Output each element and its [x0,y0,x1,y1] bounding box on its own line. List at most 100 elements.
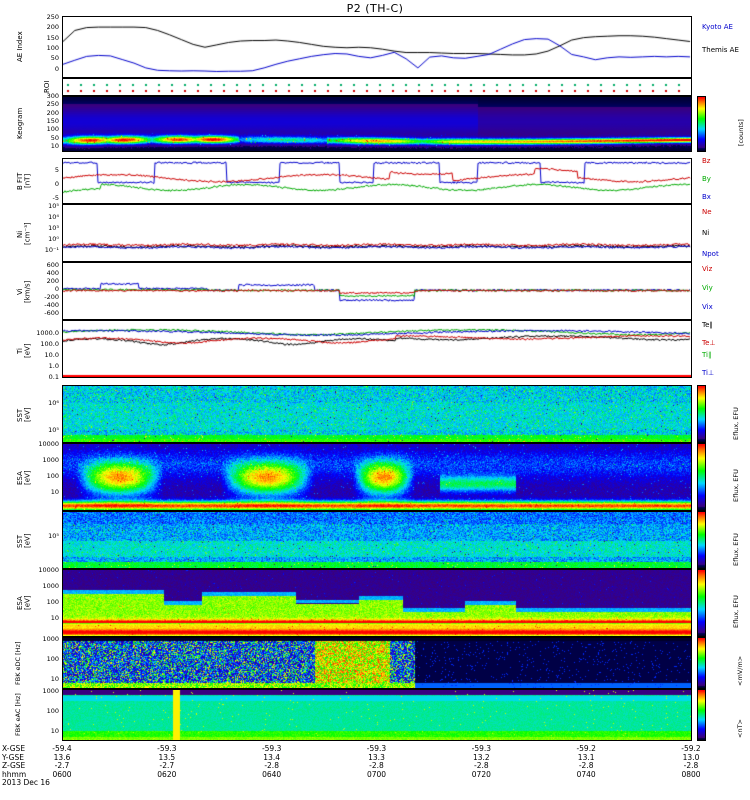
x-tick-x-gse: -59.2 [576,744,596,753]
colorbar-fbk-edc [697,637,706,689]
ytick: 1000 [42,687,59,695]
colorbar-fbk-eac [697,689,706,741]
panel-fbk-eac [62,689,692,741]
legend-ne: Ne [702,208,712,216]
ytick: 0.1 [48,373,59,381]
panel-sst-electron [62,511,692,569]
ytick: 250 [46,100,59,109]
ytick: 10⁵ [48,532,59,540]
panel-keogram [62,96,692,152]
x-tick-z-gse: -2.8 [474,761,489,770]
ytick: 200 [46,23,59,32]
legend-vix: Vix [702,303,713,311]
yticks-esa-electron: 10000 1000 100 10 [28,567,59,637]
ytick: 300 [46,92,59,100]
ytick: -200 [44,293,59,301]
x-tick-y-gse: 13.4 [263,752,280,762]
ytick: 10 [50,614,59,622]
x-tick-x-gse: -59.4 [52,744,72,753]
axis-label-x-gse: X-GSE [2,744,26,753]
ytick: 10.0 [44,351,59,359]
x-tick-x-gse: -59.3 [366,744,387,753]
ytick: -5 [52,194,59,202]
ytick: 1000 [42,456,59,464]
ytick: -400 [44,301,59,309]
panel-velocity [62,262,692,320]
ytick: 10⁴ [48,213,59,221]
ytick: 10 [50,488,59,496]
panel-sst-ion [62,385,692,443]
page-title: P2 (TH-C) [346,2,404,15]
x-tick-x-gse: -59.3 [157,744,177,753]
ytick: 600 [46,261,59,269]
ytick: 1000 [42,635,59,643]
axis-label-y-gse: Y-GSE [2,752,24,762]
ytick: 200 [46,108,59,117]
ytick: 200 [46,277,59,285]
legend-ti-par: Ti∥ [702,351,712,359]
x-tick-z-gse: -2.7 [54,761,70,770]
ytick: 1000 [42,582,59,590]
ytick: -600 [44,309,59,317]
colorbar-title-sst-ion: Eflux, EFU [732,407,740,440]
legend-viy: Viy [702,284,713,292]
yticks-sst-electron: 10⁵ [28,533,59,573]
x-tick-z-gse: -2.8 [683,761,699,770]
x-tick-time: 0800 [681,769,701,779]
ytick: 10⁵ [48,202,59,210]
yticks-fbk-eac: 1000 100 10 [28,688,59,742]
x-tick-z-gse: -2.8 [578,761,594,770]
ytick: 100 [46,43,59,52]
yticks-b-fit: 5 0 -5 [28,167,59,207]
ytick: 10 [50,141,59,150]
panel-esa-ion [62,443,692,511]
x-tick-y-gse: 13.2 [472,752,490,762]
ytick: 100 [46,598,59,606]
ytick: 10000 [38,566,59,574]
legend-ti-perp: Ti⊥ [702,369,715,377]
ytick: 400 [46,269,59,277]
ytick: 50 [50,133,59,142]
x-tick-time: 0620 [157,769,177,779]
yticks-velocity: 600 400 200 0 -200 -400 -600 [28,262,59,320]
panel-b-fit [62,158,692,204]
x-tick-z-gse: -2.7 [159,761,175,770]
x-tick-x-gse: -59.2 [681,744,701,753]
yticks-esa-ion: 10000 1000 100 10 [28,441,59,511]
panel-temperature [62,320,692,378]
x-tick-y-gse: 13.0 [682,752,700,762]
ytick: 100.0 [40,340,59,348]
legend-kyoto-ae: Kyoto AE [702,23,733,31]
legend-ni: Ni [702,229,710,237]
ytick: 10000 [38,440,59,448]
x-tick-z-gse: -2.8 [369,761,384,770]
ytick: 100 [46,125,59,134]
colorbar-title-fbk-eac: <nT> [736,719,744,738]
x-tick-time: 0720 [471,769,491,779]
ytick: 10⁻¹ [44,246,59,254]
axis-label-z-gse: Z-GSE [2,761,26,770]
x-tick-y-gse: 13.1 [577,752,595,762]
ytick: 0 [54,180,59,188]
x-tick-time: 0700 [366,769,387,779]
colorbar-title-esa-ion: Eflux, EFU [732,469,740,502]
legend-by: By [702,175,711,183]
panel-esa-electron [62,569,692,637]
legend-bz: Bz [702,157,711,165]
x-tick-time: 0640 [262,769,282,779]
ytick: 0 [54,64,59,73]
yticks-keogram: 300 250 200 150 100 50 10 [28,93,59,153]
yticks-sst-ion: 10⁶ 10⁵ [28,400,59,450]
panel-fbk-edc [62,637,692,689]
yticks-temperature: 1000.0 100.0 10.0 1.0 0.1 [28,330,59,382]
ylabel-ae-index: AE Index [16,31,24,63]
ytick: 250 [46,13,59,21]
x-tick-y-gse: 13.6 [53,752,71,762]
ytick: 10 [50,727,59,735]
ytick: 100 [46,655,59,663]
colorbar-title-keogram: [counts] [737,119,745,146]
panel-density [62,204,692,262]
legend-bx: Bx [702,193,711,201]
ytick: 150 [46,116,59,125]
